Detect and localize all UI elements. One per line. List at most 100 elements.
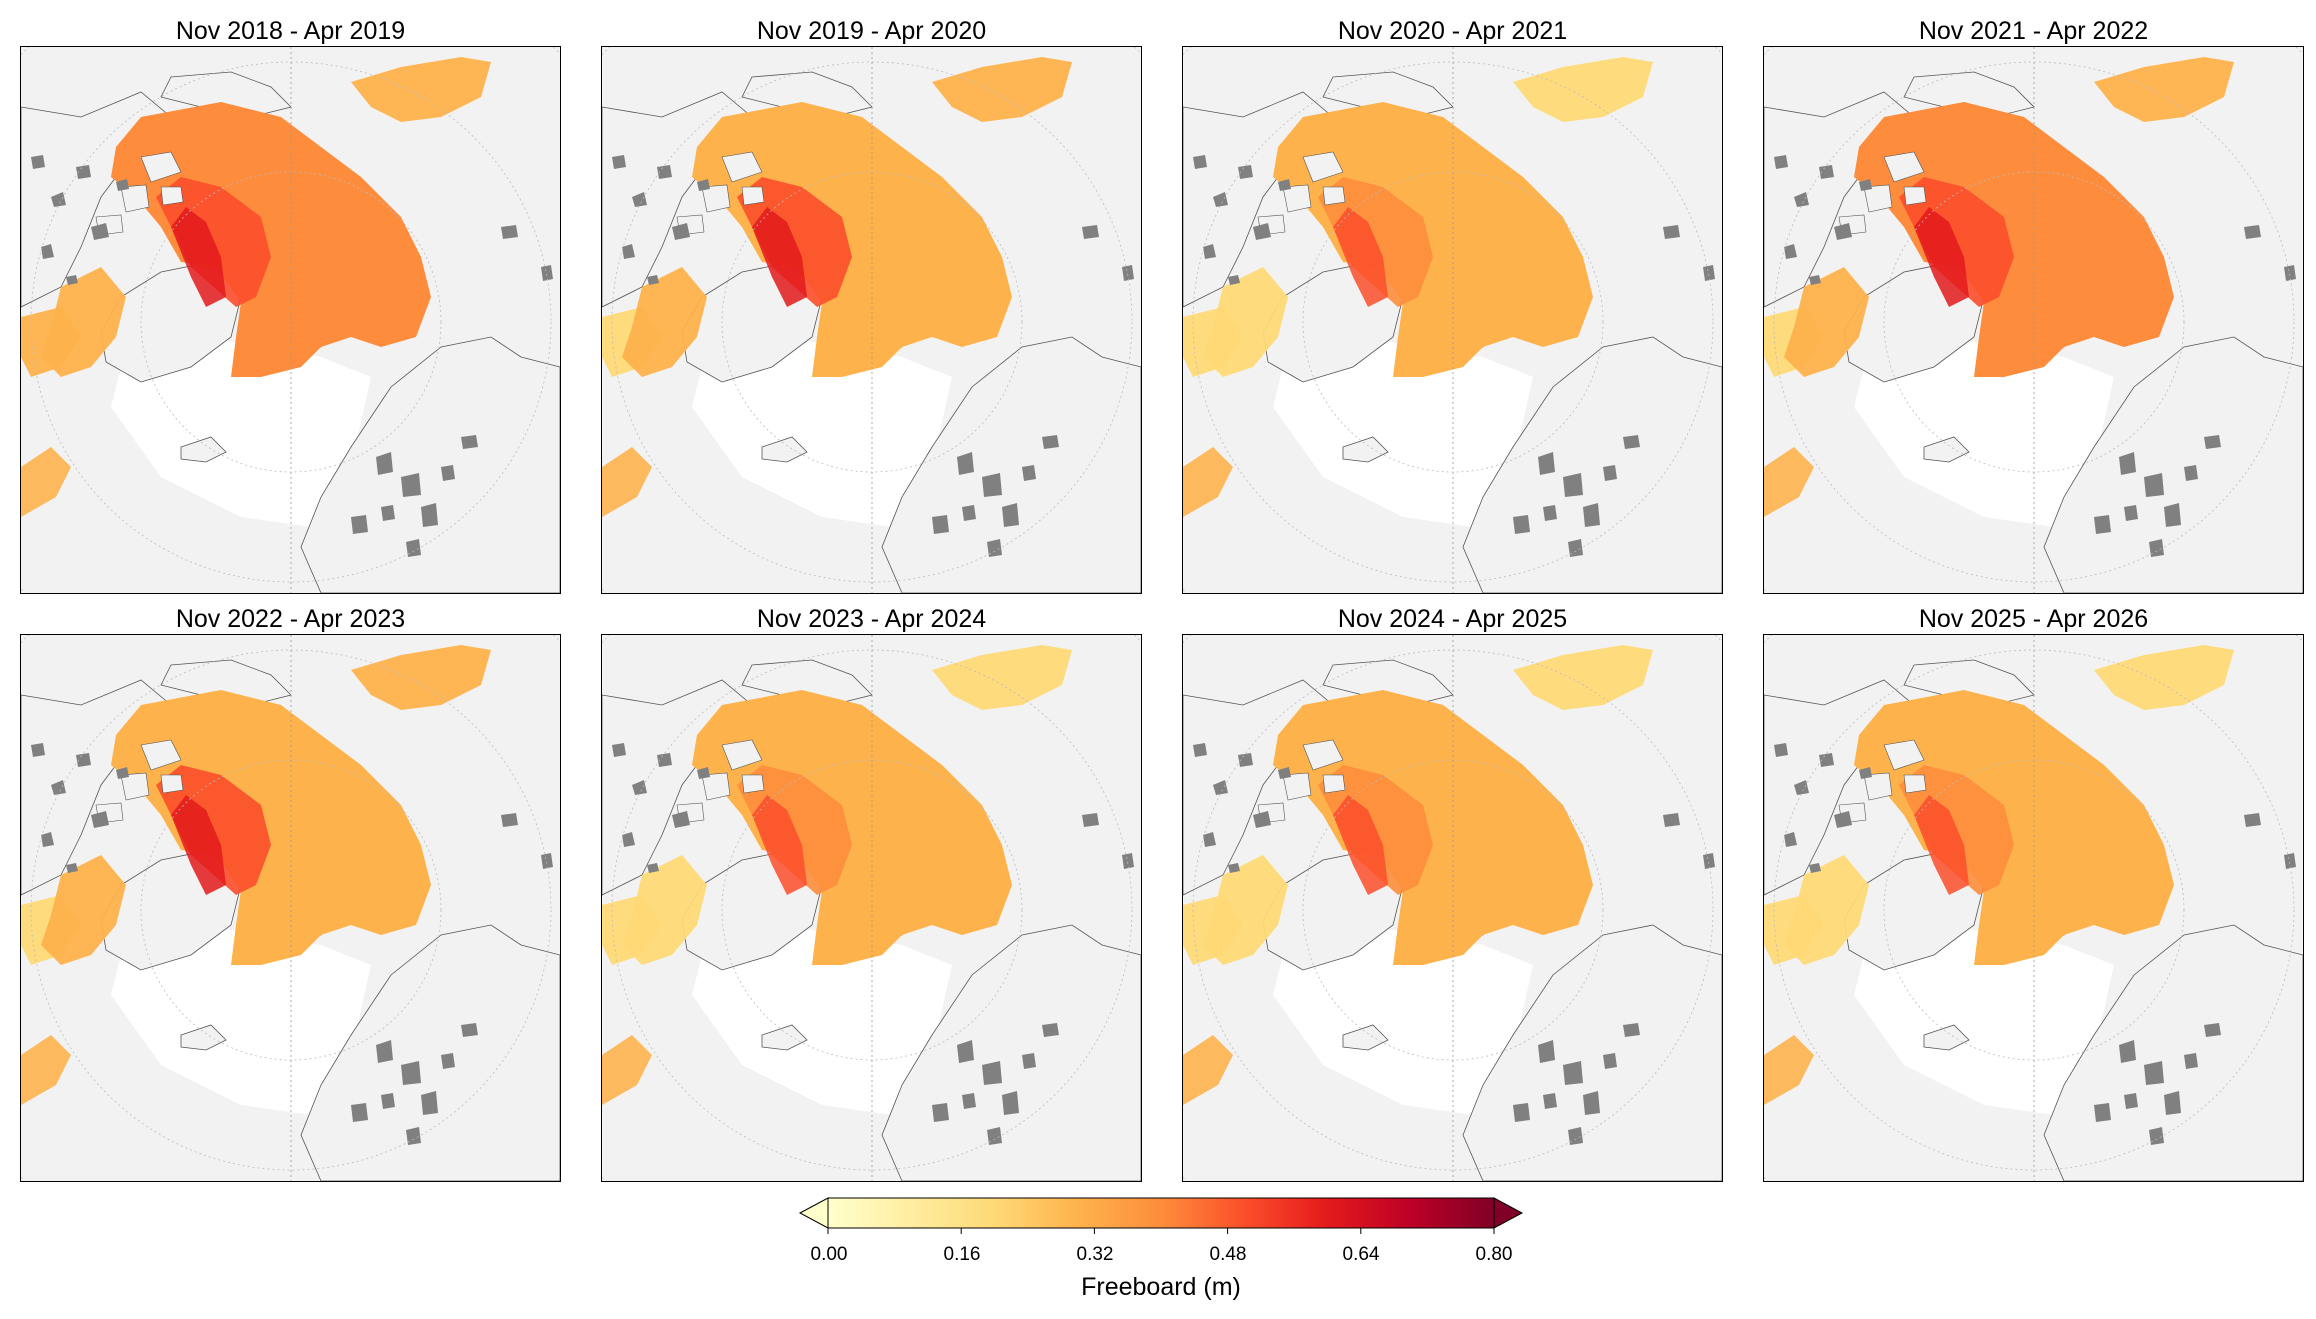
land-iceland — [1342, 1024, 1389, 1051]
land-iceland — [180, 1024, 227, 1051]
lake — [31, 155, 45, 169]
lake — [541, 853, 553, 869]
land-iceland — [180, 436, 227, 463]
lake — [1543, 505, 1557, 521]
lake — [51, 780, 66, 795]
ice-arctic-ocean — [692, 690, 1012, 965]
colorbar-tick-label: 0.80 — [1475, 1244, 1513, 1265]
graticule-circle — [1192, 649, 1714, 1171]
lake — [672, 223, 690, 240]
lake — [622, 832, 635, 847]
lake — [401, 1061, 421, 1085]
lake — [1834, 811, 1852, 828]
lake — [1193, 155, 1207, 169]
lake — [2149, 1127, 2164, 1145]
lake — [2204, 1023, 2221, 1037]
lake — [957, 452, 974, 475]
lake — [1082, 813, 1099, 827]
lake — [2284, 265, 2296, 281]
colorbar-extend-high — [1493, 1197, 1524, 1229]
colorbar-extend-low — [798, 1197, 829, 1229]
land-alaska — [160, 659, 292, 706]
open-ocean — [692, 337, 952, 527]
lake — [2119, 452, 2136, 475]
colorbar-gradient — [827, 1197, 1495, 1229]
ice-baffin — [1203, 267, 1288, 377]
lake — [376, 452, 393, 475]
lake — [41, 244, 54, 259]
ice-labrador — [602, 447, 652, 517]
lake — [76, 165, 91, 179]
lake — [1563, 473, 1583, 497]
panel-title: Nov 2020 - Apr 2021 — [1337, 17, 1568, 45]
lake — [1203, 832, 1216, 847]
lake — [1663, 813, 1680, 827]
lake — [406, 539, 421, 557]
lake — [612, 743, 626, 757]
land-archipelago-island — [140, 151, 182, 183]
lake — [381, 505, 395, 521]
land-archipelago-island — [1903, 186, 1927, 206]
colorbar — [798, 1197, 1524, 1234]
lake — [987, 1127, 1002, 1145]
lake — [1809, 863, 1821, 873]
lake — [2144, 473, 2164, 497]
map-panel-2021-2022: Nov 2021 - Apr 2022 — [1763, 17, 2304, 594]
lake — [932, 515, 949, 534]
lake — [1543, 1093, 1557, 1109]
lake — [647, 275, 659, 285]
ice-coastal-max — [1333, 795, 1388, 895]
land-archipelago-island — [1863, 184, 1893, 213]
land-archipelago-island — [721, 151, 763, 183]
lake — [1794, 192, 1809, 207]
colorbar-tick-label: 0.64 — [1342, 1244, 1380, 1265]
land-archipelago-island — [140, 739, 182, 771]
lake — [1538, 1040, 1555, 1063]
graticule-circle — [1773, 649, 2295, 1171]
land-iceland — [761, 1024, 808, 1051]
lake — [2144, 1061, 2164, 1085]
ice-coastal-max — [1914, 207, 1969, 307]
lake — [2164, 1091, 2181, 1115]
lake — [116, 767, 129, 779]
lake — [1513, 1103, 1530, 1122]
ice-baffin — [41, 855, 126, 965]
lake — [2094, 1103, 2111, 1122]
lake — [1583, 503, 1600, 527]
ice-coastal-max — [1333, 207, 1388, 307]
graticule-circle — [611, 649, 1133, 1171]
panel-title: Nov 2022 - Apr 2023 — [175, 605, 406, 633]
lake — [1568, 539, 1583, 557]
lake — [1809, 275, 1821, 285]
lake — [1784, 832, 1797, 847]
land-archipelago-island — [1282, 184, 1312, 213]
lake — [962, 505, 976, 521]
lake — [2184, 1053, 2198, 1069]
land-archipelago-island — [701, 772, 731, 801]
lake — [2244, 813, 2261, 827]
open-ocean — [1854, 337, 2114, 527]
map-panel-2024-2025: Nov 2024 - Apr 2025 — [1182, 605, 1723, 1182]
lake — [1278, 179, 1291, 191]
lake — [116, 179, 129, 191]
land-iceland — [1923, 436, 1970, 463]
lake — [1238, 165, 1253, 179]
freeboard-map — [20, 634, 561, 1182]
panel-title: Nov 2023 - Apr 2024 — [756, 605, 987, 633]
lake — [2124, 1093, 2138, 1109]
lake — [1193, 743, 1207, 757]
lake — [1859, 179, 1872, 191]
ice-arctic-ocean — [1854, 690, 2174, 965]
ice-coastal-max — [1914, 795, 1969, 895]
lake — [461, 1023, 478, 1037]
lake — [657, 753, 672, 767]
ice-bering — [932, 645, 1072, 710]
lake — [541, 265, 553, 281]
ice-bering — [351, 57, 491, 122]
lake — [406, 1127, 421, 1145]
land-archipelago-island — [1322, 186, 1346, 206]
land-archipelago-island — [160, 774, 184, 794]
map-canvas — [602, 635, 1141, 1181]
ice-baffin — [1784, 267, 1869, 377]
panel-title: Nov 2018 - Apr 2019 — [175, 17, 406, 45]
